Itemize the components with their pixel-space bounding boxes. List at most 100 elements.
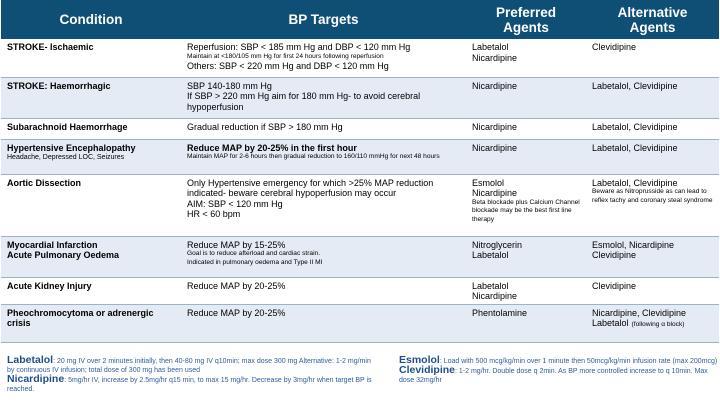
alternative-agents-cell: Labetalol, Clevidipine xyxy=(586,118,719,140)
alternative-agents-cell: Esmolol, Nicardipine Clevidipine xyxy=(586,236,719,278)
condition-cell: STROKE- Ischaemic xyxy=(1,39,181,78)
bp-target-cell: Reperfusion: SBP < 185 mm Hg and DBP < 1… xyxy=(181,39,466,78)
header-condition: Condition xyxy=(1,0,181,39)
esmolol-dose: : Load with 500 mcg/kg/min over 1 minute… xyxy=(439,358,718,365)
alternative-agents-cell: Labetalol, Clevidipine Beware as Nitropru… xyxy=(586,174,719,237)
alternative-agent: Clevidipine xyxy=(592,250,637,260)
bp-target-line: Reperfusion: SBP < 185 mm Hg and DBP < 1… xyxy=(187,42,411,52)
alternative-agent: Nicardipine, Clevidipine xyxy=(592,307,687,318)
alternative-agents-cell: Nicardipine, Clevidipine Labetalol (follow… xyxy=(586,304,719,343)
alternative-agents-cell: Labetalol, Clevidipine xyxy=(586,139,719,175)
bp-target-line: Reduce MAP by 20-25% xyxy=(187,280,286,291)
condition-name: Myocardial Infarction xyxy=(7,239,98,250)
bp-target-line: Others: SBP < 220 mm Hg and DBP < 120 mm… xyxy=(187,61,389,71)
preferred-agent: Labetalol xyxy=(472,280,509,291)
clevidipine-name: Clevidipine xyxy=(399,364,456,376)
preferred-agents-cell: Nicardipine xyxy=(466,118,586,140)
alternative-agents-cell: Labetalol, Clevidipine xyxy=(586,77,719,119)
preferred-agent: Nitroglycerin xyxy=(472,239,523,250)
dosing-notes-right: Esmolol: Load with 500 mcg/kg/min over 1… xyxy=(399,354,719,385)
alternative-agent: Labetalol, Clevidipine xyxy=(592,121,678,132)
condition-symptoms: Headache, Depressed LOC, Seizures xyxy=(7,154,125,161)
condition-name-secondary: Acute Pulmonary Oedema xyxy=(7,250,120,260)
bp-target-line: Gradual reduction if SBP > 180 mm Hg xyxy=(187,121,343,132)
alternative-agents-cell: Clevidipine xyxy=(586,277,719,305)
bp-target-line: Maintain at <180/105 mm Hg for first 24 … xyxy=(187,52,384,60)
table-row: Subarachnoid Haemorrhage Gradual reductio… xyxy=(1,118,719,140)
header-preferred-agents: Preferred Agents xyxy=(466,0,586,39)
table-row: Pheochromocytoma or adrenergic crisis Red… xyxy=(1,304,719,343)
bp-target-line: Indicated in pulmonary oedema and Type I… xyxy=(187,258,323,266)
bp-target-cell: SBP 140-180 mm Hg If SBP > 220 mm Hg aim … xyxy=(181,77,466,119)
preferred-agent: Nicardipine xyxy=(472,52,518,63)
bp-target-line: Reduce MAP by 20-25% in the first hour xyxy=(187,142,357,153)
preferred-agents-cell: Nitroglycerin Labetalol xyxy=(466,236,586,278)
bp-target-cell: Reduce MAP by 20-25% xyxy=(181,277,466,305)
preferred-agent: Nicardipine xyxy=(472,121,518,132)
bp-target-line: Reduce MAP by 15-25% xyxy=(187,239,286,250)
bp-target-line: Goal is to reduce afterload and cardiac … xyxy=(187,250,321,257)
bp-target-cell: Only Hypertensive emergency for which >2… xyxy=(181,174,466,237)
table-row: Aortic Dissection Only Hypertensive emerg… xyxy=(1,174,719,237)
condition-cell: Myocardial Infarction Acute Pulmonary Oed… xyxy=(1,236,181,278)
condition-cell: Hypertensive Encephalopathy Headache, Dep… xyxy=(1,139,181,175)
bp-target-line: HR < 60 bpm xyxy=(187,209,241,219)
preferred-agent: Nicardipine xyxy=(472,291,518,301)
table-row: Hypertensive Encephalopathy Headache, Dep… xyxy=(1,139,719,175)
table-row: Myocardial Infarction Acute Pulmonary Oed… xyxy=(1,236,719,278)
table-row: STROKE- Ischaemic Reperfusion: SBP < 185 … xyxy=(1,39,719,78)
alternative-agent: Esmolol, Nicardipine xyxy=(592,239,675,250)
preferred-agent: Beta blockade plus Calcium Channel block… xyxy=(472,198,580,223)
condition-name: STROKE: Haemorrhagic xyxy=(7,80,111,91)
preferred-agents-cell: Nicardipine xyxy=(466,77,586,119)
bp-target-line: Only Hypertensive emergency for which >2… xyxy=(187,177,434,199)
labetalol-note: Labetalol: 20 mg IV over 2 minutes initi… xyxy=(7,354,377,375)
bp-target-cell: Gradual reduction if SBP > 180 mm Hg xyxy=(181,118,466,140)
labetalol-name: Labetalol xyxy=(7,354,54,366)
condition-name: Acute Kidney Injury xyxy=(7,280,92,291)
preferred-agent: Nicardipine xyxy=(472,80,518,91)
condition-cell: Pheochromocytoma or adrenergic crisis xyxy=(1,304,181,343)
alpha-block-note: (following α block) xyxy=(631,321,685,328)
bp-target-cell: Reduce MAP by 15-25% Goal is to reduce af… xyxy=(181,236,466,278)
preferred-agent: Labetalol xyxy=(472,42,509,52)
esmolol-note: Esmolol: Load with 500 mcg/kg/min over 1… xyxy=(399,354,719,366)
bp-target-line: If SBP > 220 mm Hg aim for 180 mm Hg- to… xyxy=(187,91,421,112)
labetalol-dose: : 20 mg IV over 2 minutes initially, the… xyxy=(7,358,371,374)
condition-cell: Aortic Dissection xyxy=(1,174,181,237)
preferred-agent: Labetalol xyxy=(472,250,509,260)
header-bp-targets: BP Targets xyxy=(181,0,466,39)
bp-targets-table: Condition BP Targets Preferred Agents Al… xyxy=(1,0,719,343)
condition-name: Hypertensive Encephalopathy xyxy=(7,142,136,153)
preferred-agents-cell: Esmolol Nicardipine Beta blockade plus Cal… xyxy=(466,174,586,237)
bp-target-cell: Reduce MAP by 20-25% in the first hour Ma… xyxy=(181,139,466,175)
preferred-agents-cell: Labetalol Nicardipine xyxy=(466,39,586,78)
alternative-agent: Labetalol xyxy=(592,318,629,328)
condition-name: Pheochromocytoma or adrenergic crisis xyxy=(7,307,154,329)
alternative-agent: Beware as Nitroprusside as can lead to r… xyxy=(592,188,713,204)
alternative-agent-with-note: Labetalol (following α block) xyxy=(592,318,715,330)
bp-target-line: Reduce MAP by 20-25% xyxy=(187,307,286,318)
condition-cell: Acute Kidney Injury xyxy=(1,277,181,305)
alternative-agent: Clevidipine xyxy=(592,42,637,52)
table-row: Acute Kidney Injury Reduce MAP by 20-25% L… xyxy=(1,277,719,305)
dosing-notes-left: Labetalol: 20 mg IV over 2 minutes initi… xyxy=(7,354,377,394)
bp-target-line: Maintain MAP for 2-6 hours then gradual … xyxy=(187,153,440,160)
preferred-agents-cell: Labetalol Nicardipine xyxy=(466,277,586,305)
preferred-agent: Phentolamine xyxy=(472,307,528,318)
table-header-row: Condition BP Targets Preferred Agents Al… xyxy=(1,0,719,39)
esmolol-name: Esmolol xyxy=(399,354,440,366)
alternative-agent: Labetalol, Clevidipine xyxy=(592,177,678,188)
clevidipine-dose: : 1-2 mg/hr. Double dose q 2min. As BP m… xyxy=(399,368,708,384)
nicardipine-dose: : 5mg/hr IV, increase by 2.5mg/hr q15 mi… xyxy=(7,377,372,393)
condition-name: Subarachnoid Haemorrhage xyxy=(7,121,128,132)
condition-cell: Subarachnoid Haemorrhage xyxy=(1,118,181,140)
nicardipine-note: Nicardipine: 5mg/hr IV, increase by 2.5m… xyxy=(7,373,377,394)
alternative-agents-cell: Clevidipine xyxy=(586,39,719,78)
condition-cell: STROKE: Haemorrhagic xyxy=(1,77,181,119)
alternative-agent: Labetalol, Clevidipine xyxy=(592,80,678,91)
clevidipine-note: Clevidipine: 1-2 mg/hr. Double dose q 2m… xyxy=(399,364,719,385)
bp-target-cell: Reduce MAP by 20-25% xyxy=(181,304,466,343)
nicardipine-name: Nicardipine xyxy=(7,373,65,385)
